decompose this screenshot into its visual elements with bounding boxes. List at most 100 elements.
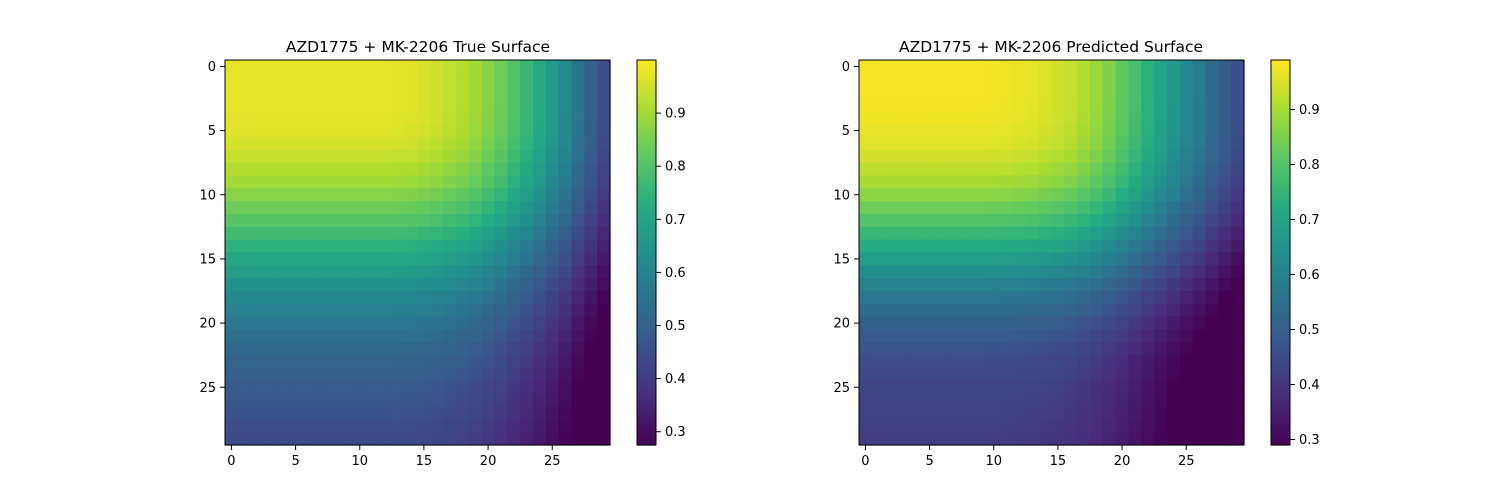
heatmap-cell [1141,226,1155,241]
heatmap-cell [571,278,585,292]
colorbar-segment [637,95,656,100]
heatmap-cell [404,380,419,395]
heatmap-cell [1090,60,1104,74]
heatmap-cell [263,380,277,395]
x-tick-label: 10 [351,454,368,469]
heatmap-cell [1051,149,1065,164]
heatmap-cell [404,72,419,87]
heatmap-cell [443,303,457,318]
heatmap-cell [584,291,598,305]
heatmap-cell [237,406,252,420]
heatmap-cell [948,419,963,433]
heatmap-cell [289,278,303,292]
heatmap-cell [571,201,585,215]
heatmap-cell [520,72,534,87]
heatmap-cell [276,265,290,279]
heatmap-cell [961,162,976,177]
colorbar-segment [1271,307,1290,311]
heatmap-cell [974,342,988,356]
heatmap-cell [1218,419,1232,433]
heatmap-cell [494,419,508,433]
heatmap-cell [250,214,265,228]
heatmap-cell [302,432,316,446]
heatmap-cell [494,85,508,100]
heatmap-cell [897,137,911,151]
heatmap-cell [1231,265,1245,279]
heatmap-cell [545,85,560,100]
heatmap-cell [327,72,342,87]
colorbar-segment [637,387,656,392]
heatmap-cell [1141,342,1155,356]
heatmap-cell [520,201,534,215]
heatmap-cell [1064,226,1078,241]
heatmap-cell [289,355,303,369]
colorbar-segment [637,291,656,295]
heatmap-cell [859,329,873,343]
heatmap-cell [366,149,380,164]
heatmap-cell [468,111,483,125]
colorbar-segment [637,432,656,436]
heatmap-cell [1218,380,1232,395]
heatmap-cell [558,85,573,100]
heatmap-cell [987,149,1001,164]
heatmap-cell [225,278,239,292]
heatmap-cell [1205,137,1219,151]
heatmap-cell [974,188,988,202]
heatmap-cell [468,419,483,433]
heatmap-cell [884,149,899,164]
heatmap-cell [884,278,899,292]
heatmap-cell [1205,342,1219,356]
heatmap-cell [430,291,444,305]
colorbar-segment [1271,294,1290,299]
heatmap-cell [1179,137,1194,151]
heatmap-cell [456,291,470,305]
heatmap-cell [379,342,393,356]
heatmap-cell [584,303,598,318]
heatmap-cell [314,252,329,266]
heatmap-cell [507,175,521,189]
heatmap-cell [1077,111,1091,125]
heatmap-cell [1038,380,1053,395]
heatmap-cell [225,252,239,266]
colorbar-segment [1271,153,1290,157]
heatmap-cell [961,60,976,74]
heatmap-cell [404,368,419,382]
heatmap-cell [923,329,937,343]
heatmap-cell [1013,201,1027,215]
colorbar-segment [637,191,656,196]
heatmap-cell [379,291,393,305]
heatmap-cell [1064,329,1078,343]
heatmap-cell [1115,342,1130,356]
heatmap-cell [353,380,367,395]
colorbar-segment [1271,220,1290,225]
heatmap-cell [1128,380,1142,395]
heatmap-cell [558,175,573,189]
heatmap-cell [1218,368,1232,382]
heatmap-cell [1141,265,1155,279]
heatmap-cell [1218,239,1232,254]
heatmap-cell [1077,380,1091,395]
heatmap-cell [545,98,560,112]
heatmap-cell [263,149,277,164]
heatmap-cell [366,355,380,369]
heatmap-cell [1179,316,1194,331]
heatmap-cell [1154,316,1168,331]
heatmap-cell [391,432,406,446]
heatmap-cell [1090,175,1104,189]
heatmap-cell [1192,342,1207,356]
heatmap-cell [558,226,573,241]
heatmap-cell [1205,201,1219,215]
colorbar-segment [637,313,656,318]
heatmap-cell [391,85,406,100]
heatmap-cell [571,226,585,241]
heatmap-cell [1154,355,1168,369]
heatmap-cell [1102,85,1117,100]
heatmap-cell [571,419,585,433]
heatmap-cell [1025,291,1040,305]
heatmap-cell [443,252,457,266]
heatmap-cell [859,368,873,382]
heatmap-cell [225,368,239,382]
heatmap-cell [974,432,988,446]
heatmap-cell [558,111,573,125]
heatmap-cell [417,393,431,408]
